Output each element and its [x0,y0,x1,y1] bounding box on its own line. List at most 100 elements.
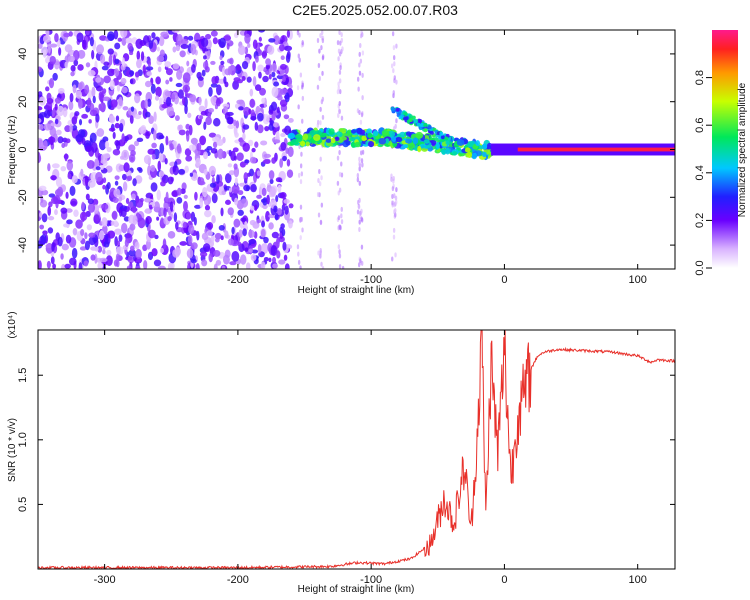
spectrogram-carrier [517,147,675,152]
spectrogram-blob [345,140,351,146]
spectrogram-blob [151,32,156,39]
spectrogram-blob [228,187,233,193]
spectrogram-blob [242,228,247,237]
spectrogram-blob [114,122,120,129]
spectrogram-blob [55,176,63,188]
spectrogram-blob [268,170,275,180]
spectrogram-blob [208,86,213,97]
spectrogram-blob [113,30,119,40]
spectrogram-blob [309,129,317,136]
spectrogram-blob [271,231,279,239]
spectrogram-blob [196,142,202,152]
spectrogram-blob [320,261,323,267]
spectrogram-blob [337,244,341,250]
spectrogram-blob [107,48,114,55]
spectrogram-blob [47,205,52,216]
spectrogram-blob [70,198,78,207]
spectrogram-blob [51,241,55,253]
spectrogram-blob [52,72,58,81]
spectrogram-blob [227,65,231,76]
spectrogram-blob [262,203,268,210]
spectrogram-blob [182,72,191,84]
spectrogram-blob [72,228,78,236]
spectrogram-blob [98,91,105,102]
spectrogram-blob [134,241,140,250]
spectrogram-blob [407,142,415,150]
spectrogram-blob [338,149,341,155]
spectrogram-blob [183,194,188,199]
spectrogram-blob [299,235,302,241]
spectrogram-blob [339,128,347,133]
spectrogram-blob [358,180,361,186]
spectrogram-blob [337,113,340,119]
spectrogram-blob [423,128,428,133]
spectrogram-blob [157,265,166,269]
spectrogram-blob [367,132,373,139]
spectrogram-blob [321,96,325,102]
spectrogram-blob [361,162,364,168]
spectrogram-blob [340,213,343,219]
spectrogram-blob [214,232,222,240]
spectrogram-blob [338,264,342,269]
spectrogram-blob [259,87,266,96]
spectrogram-blob [260,140,268,146]
spectrogram-blob [254,141,259,148]
spectrogram-blob [60,253,64,260]
spectrogram-blob [279,88,288,95]
spectrogram-blob [360,216,363,222]
spectrogram-blob [229,57,234,65]
spectrogram-blob [280,63,287,70]
spectrogram-blob [392,90,395,96]
spectrogram-blob [486,142,493,150]
spectrogram-blob [121,222,128,234]
spectrogram-blob [210,83,218,88]
spectrogram-blob [54,209,58,216]
spectrogram-blob [212,37,218,45]
spectrogram-blob [88,232,96,238]
spectrogram-blob [244,159,250,164]
spectrogram-blob [313,134,321,142]
spectrogram-blob [51,163,60,169]
spectrogram-blob [201,186,208,198]
spectrogram-blob [123,162,130,173]
spectrogram-blob [195,157,201,167]
colorbar-gradient [712,30,738,268]
spectrogram-blob [156,46,160,52]
spectrogram-blob [84,84,90,95]
spectrogram-blob [113,68,120,77]
spectrogram-blob [77,49,86,59]
spectrogram-blob [67,55,76,63]
spectrogram-blob [114,228,122,235]
spectrogram-blob [251,249,259,254]
spectrogram-blob [356,76,360,82]
spectrogram-blob [338,100,341,106]
spectrogram-blob [89,36,94,47]
spectrogram-blob [393,61,396,67]
spectrogram-blob [282,241,287,251]
spectrogram-blob [149,204,153,210]
spectrogram-blob [153,111,157,122]
spectrogram-blob [86,159,95,169]
spectrogram-blob [358,62,361,68]
spectrogram-blob [147,148,156,155]
spectrogram-blob [204,209,212,218]
spectrogram-blob [180,43,189,49]
spectrogram-blob [190,43,197,55]
spectrogram-blob [215,259,222,266]
spectrogram-blob [66,160,74,171]
spectrogram-blob [65,191,69,199]
spectrogram-blob [423,123,428,128]
spectrogram-blob [248,108,252,115]
spectrogram-blob [361,95,364,101]
spectrogram-blob [297,53,300,59]
spectrogram-blob [391,186,395,192]
spectrogram-blob [169,111,176,116]
spectrogram-blob [138,126,147,135]
spectrogram-blob [158,134,165,140]
spectrogram-blob [57,87,65,94]
spectrogram-blob [283,254,288,261]
spectrogram-blob [225,199,231,205]
spectrogram-blob [50,175,57,181]
spectrogram-blob [183,200,188,212]
spectrogram-blob [411,115,416,120]
